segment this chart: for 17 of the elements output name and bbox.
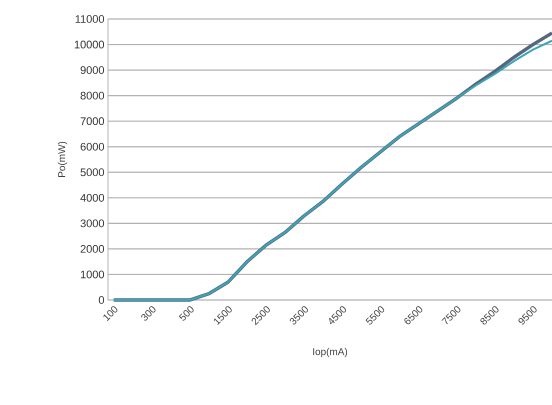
- y-tick-label: 11000: [76, 15, 104, 23]
- y-tick-label: 5000: [80, 168, 104, 176]
- y-tick-label: 2000: [80, 245, 104, 253]
- x-tick-label: 100: [103, 306, 118, 322]
- y-tick-label: 6000: [80, 142, 104, 151]
- y-axis-title: Po(mW): [58, 142, 68, 177]
- y-tick-label: 9000: [80, 66, 104, 74]
- y-tick-label: 7000: [80, 117, 104, 126]
- y-tick-label: 8000: [80, 92, 104, 100]
- y-tick-label: 4000: [80, 194, 104, 202]
- x-tick-label: 500: [178, 306, 194, 321]
- x-tick-label: 300: [141, 306, 156, 321]
- y-tick-label: 0: [98, 296, 104, 304]
- y-tick-label: 1000: [80, 270, 104, 278]
- y-tick-label: 10000: [74, 40, 104, 48]
- y-tick-label: 3000: [80, 219, 104, 228]
- x-axis-title: Iop(mA): [313, 348, 348, 358]
